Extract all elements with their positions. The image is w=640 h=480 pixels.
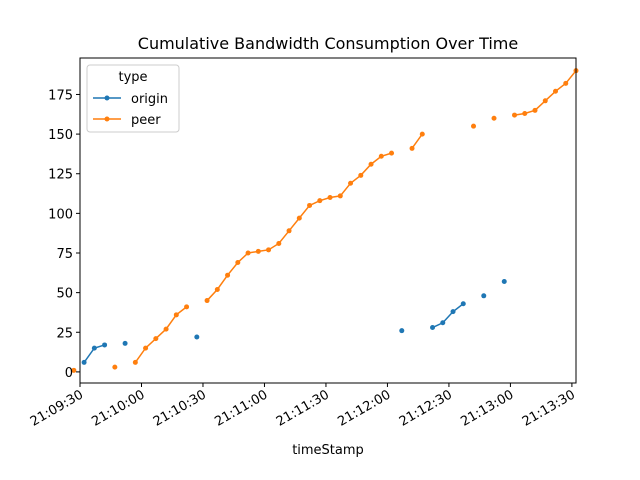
- y-tick-label: 100: [48, 207, 73, 222]
- data-point-peer: [235, 260, 241, 266]
- data-point-peer: [276, 240, 282, 246]
- data-point-peer: [522, 110, 528, 116]
- legend-title: type: [118, 70, 147, 85]
- x-tick-label: 21:11:00: [212, 387, 270, 429]
- data-point-peer: [409, 145, 415, 151]
- series-peer: [71, 68, 579, 373]
- x-tick-label: 21:12:30: [397, 387, 455, 429]
- y-tick-label: 150: [48, 128, 73, 143]
- data-point-origin: [194, 334, 200, 340]
- data-point-peer: [389, 150, 395, 156]
- data-point-peer: [153, 336, 159, 342]
- data-point-peer: [296, 215, 302, 221]
- data-point-peer: [378, 153, 384, 159]
- data-point-peer: [348, 180, 354, 186]
- data-point-peer: [214, 286, 220, 292]
- data-point-origin: [481, 293, 487, 299]
- data-point-peer: [563, 80, 569, 86]
- y-tick-label: 125: [48, 168, 73, 183]
- data-point-peer: [337, 193, 343, 199]
- x-tick-label: 21:13:00: [458, 387, 516, 429]
- data-point-origin: [81, 359, 87, 365]
- series-origin: [81, 279, 507, 365]
- data-point-origin: [102, 342, 108, 348]
- data-point-origin: [450, 309, 456, 315]
- data-point-peer: [471, 123, 477, 129]
- data-point-peer: [327, 195, 333, 201]
- legend-marker: [104, 95, 110, 101]
- data-point-peer: [307, 202, 313, 208]
- plot-series: [71, 68, 579, 373]
- data-point-origin: [399, 328, 405, 334]
- data-point-peer: [255, 248, 261, 254]
- data-point-peer: [163, 326, 169, 332]
- data-point-peer: [204, 298, 210, 304]
- data-point-peer: [512, 112, 518, 118]
- x-tick-label: 21:11:30: [274, 387, 332, 429]
- legend-marker: [104, 116, 110, 122]
- legend: type origin peer: [86, 64, 180, 133]
- x-axis: 21:09:30 21:10:00 21:10:30 21:11:00 21:11:30…: [28, 383, 578, 430]
- data-point-peer: [286, 228, 292, 234]
- x-tick-label: 21:10:00: [89, 387, 147, 429]
- data-point-origin: [91, 345, 97, 351]
- data-point-origin: [122, 340, 128, 346]
- x-tick-label: 21:13:30: [520, 387, 578, 429]
- data-point-peer: [143, 345, 149, 351]
- data-point-peer: [71, 367, 77, 373]
- data-point-origin: [501, 279, 507, 285]
- legend-entries: origin peer: [93, 92, 168, 128]
- x-tick-label: 21:12:00: [335, 387, 393, 429]
- data-point-origin: [460, 301, 466, 307]
- chart-title: Cumulative Bandwidth Consumption Over Ti…: [138, 34, 518, 53]
- data-point-peer: [184, 304, 190, 310]
- y-tick-label: 50: [56, 287, 73, 302]
- y-tick-label: 175: [48, 88, 73, 103]
- data-point-peer: [245, 250, 251, 256]
- legend-frame: [86, 64, 180, 133]
- series-line-peer: [206, 152, 392, 302]
- data-point-peer: [225, 272, 231, 278]
- data-point-peer: [419, 131, 425, 137]
- data-point-peer: [173, 312, 179, 318]
- data-point-peer: [266, 247, 272, 253]
- legend-label: origin: [131, 92, 168, 107]
- data-point-origin: [440, 320, 446, 326]
- x-axis-label: timeStamp: [292, 443, 364, 458]
- data-point-peer: [491, 115, 497, 121]
- x-tick-label: 21:09:30: [28, 387, 86, 429]
- y-tick-label: 25: [56, 326, 73, 341]
- series-line-origin: [432, 303, 464, 329]
- legend-entry-origin: origin: [93, 92, 168, 107]
- data-point-peer: [532, 107, 538, 113]
- series-line-peer: [411, 133, 423, 149]
- x-tick-label: 21:10:30: [151, 387, 209, 429]
- y-axis: 0 25 50 75 100 125 150 175: [48, 88, 80, 381]
- data-point-peer: [112, 364, 118, 370]
- data-point-origin: [430, 325, 436, 331]
- y-tick-label: 75: [56, 247, 73, 262]
- data-point-peer: [553, 88, 559, 94]
- legend-entry-peer: peer: [93, 113, 161, 128]
- y-tick-label: 0: [65, 366, 73, 381]
- plot-area-frame: [79, 57, 577, 384]
- data-point-peer: [317, 198, 323, 204]
- legend-label: peer: [131, 113, 161, 128]
- data-point-peer: [358, 172, 364, 178]
- series-line-peer: [514, 70, 577, 116]
- data-point-peer: [368, 161, 374, 167]
- series-line-peer: [134, 306, 188, 363]
- data-point-peer: [542, 98, 548, 104]
- data-point-peer: [132, 359, 138, 365]
